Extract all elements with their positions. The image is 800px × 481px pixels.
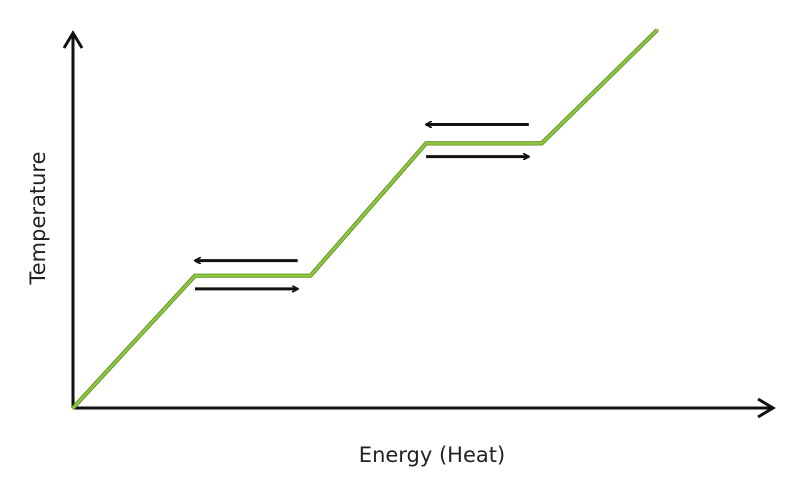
data-point: [655, 28, 659, 32]
series-layer: [71, 28, 659, 410]
y-axis-label: Temperature: [26, 151, 50, 285]
axes: [62, 30, 776, 419]
data-point: [540, 142, 543, 145]
series-line-outline: [71, 28, 659, 410]
series-line: [72, 29, 659, 409]
data-point: [71, 406, 75, 410]
x-axis-arrow-icon: [757, 397, 776, 419]
x-axis-label: Energy (Heat): [359, 443, 505, 467]
data-point: [309, 274, 312, 278]
annotation-layer: [195, 125, 529, 289]
data-point: [424, 142, 428, 145]
y-axis-arrow-icon: [62, 30, 84, 49]
data-point: [193, 274, 197, 278]
